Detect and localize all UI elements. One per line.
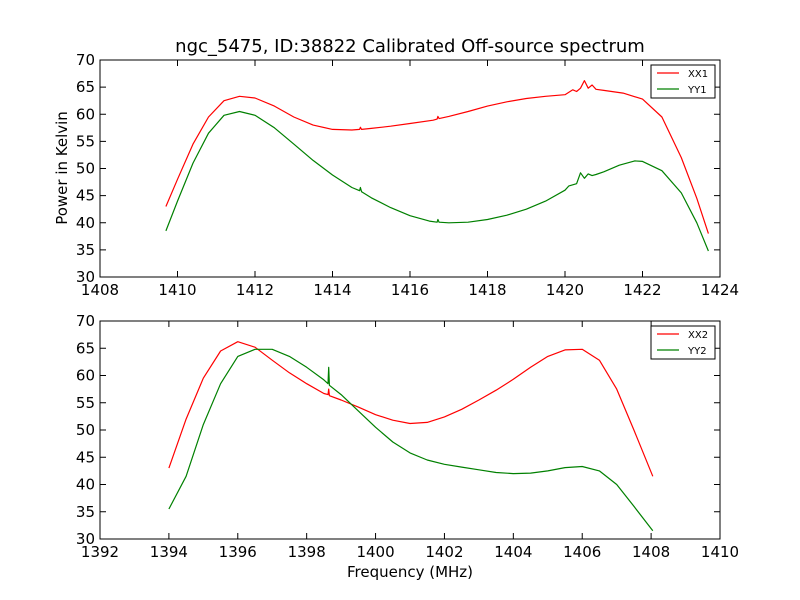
bottom-legend-box	[650, 325, 716, 360]
bottom-axis-ticks: 1392 1394 1396 1398 1400 1402 1404 1406 1408 1410…	[76, 312, 739, 561]
bottom-legend: XX2 YY2	[650, 325, 716, 360]
series-line-yy2	[168, 348, 654, 532]
bottom-legend-label-xx2: XX2	[688, 330, 708, 341]
bottom-y-tick-label: 50	[76, 421, 95, 439]
top-legend-label-xx1: XX1	[688, 69, 708, 80]
top-series-lines	[165, 79, 709, 252]
top-x-tick-label: 1408	[81, 281, 119, 299]
top-x-tick-label: 1418	[468, 281, 506, 299]
top-plot-panel: ngc_5475, ID:38822 Calibrated Off-source…	[53, 36, 739, 299]
bottom-x-axis-label: Frequency (MHz)	[347, 563, 473, 581]
top-y-axis-label: Power in Kelvin	[53, 111, 71, 225]
top-x-tick-label: 1410	[158, 281, 196, 299]
top-legend-label-yy1: YY1	[687, 85, 707, 96]
bottom-x-tick-label: 1410	[701, 543, 739, 561]
top-plot-frame	[99, 59, 721, 278]
top-chart-title: ngc_5475, ID:38822 Calibrated Off-source…	[175, 36, 645, 57]
top-legend: XX1 YY1	[650, 64, 716, 99]
top-x-tick-label: 1424	[701, 281, 739, 299]
top-y-tick-label: 30	[76, 268, 95, 286]
top-x-tick-label: 1416	[391, 281, 429, 299]
top-y-tick-label: 55	[76, 132, 95, 150]
bottom-x-tick-label: 1402	[425, 543, 463, 561]
series-line-xx1	[165, 79, 709, 234]
bottom-plot-frame	[99, 320, 721, 540]
bottom-x-tick-label: 1392	[81, 543, 119, 561]
top-y-tick-label: 70	[76, 51, 95, 69]
top-x-tick-label: 1420	[546, 281, 584, 299]
top-y-tick-label: 60	[76, 105, 95, 123]
top-axis-ticks: 1408 1410 1412 1414 1416 1418 1420 1422 1424 30 35…	[76, 51, 739, 299]
top-y-tick-label: 35	[76, 241, 95, 259]
bottom-x-tick-label: 1404	[494, 543, 532, 561]
bottom-x-tick-label: 1398	[288, 543, 326, 561]
top-legend-box	[650, 64, 716, 99]
top-y-tick-label: 65	[76, 78, 95, 96]
top-y-tick-label: 45	[76, 187, 95, 205]
bottom-series-lines	[168, 341, 654, 532]
bottom-y-tick-label: 30	[76, 530, 95, 548]
bottom-x-tick-label: 1408	[632, 543, 670, 561]
top-x-tick-label: 1412	[236, 281, 274, 299]
bottom-x-tick-label: 1400	[356, 543, 394, 561]
bottom-y-tick-label: 40	[76, 476, 95, 494]
bottom-y-tick-label: 55	[76, 394, 95, 412]
series-line-yy1	[165, 110, 709, 252]
top-x-tick-label: 1414	[313, 281, 351, 299]
bottom-y-tick-label: 70	[76, 312, 95, 330]
bottom-x-tick-label: 1394	[150, 543, 188, 561]
bottom-plot-panel: Frequency (MHz) 1392 1394 1396 1398 1400 1402…	[76, 312, 739, 581]
top-y-tick-label: 50	[76, 160, 95, 178]
bottom-x-tick-label: 1406	[563, 543, 601, 561]
bottom-y-tick-label: 45	[76, 448, 95, 466]
bottom-y-tick-label: 60	[76, 367, 95, 385]
top-x-tick-label: 1422	[623, 281, 661, 299]
bottom-y-tick-label: 65	[76, 339, 95, 357]
bottom-y-tick-label: 35	[76, 503, 95, 521]
top-y-tick-label: 40	[76, 214, 95, 232]
bottom-legend-label-yy2: YY2	[687, 346, 707, 357]
bottom-x-tick-label: 1396	[219, 543, 257, 561]
